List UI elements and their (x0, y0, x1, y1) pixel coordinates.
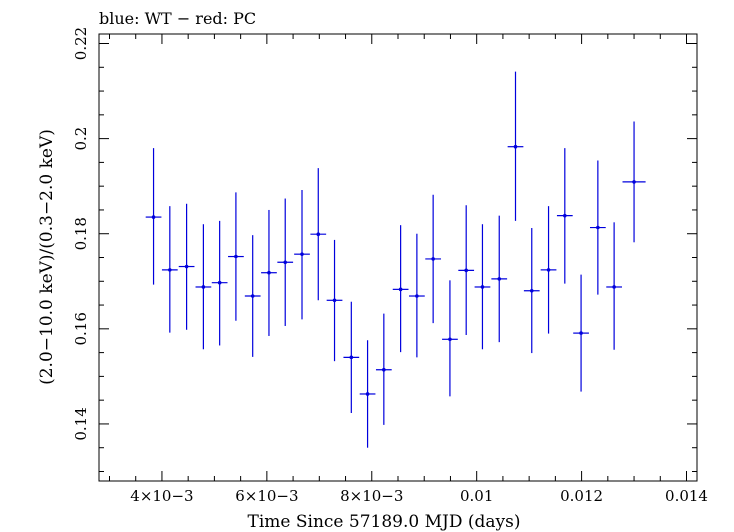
data-point (343, 301, 360, 413)
data-point (161, 206, 178, 333)
point-marker (349, 355, 354, 360)
data-point (326, 239, 343, 362)
point-marker (151, 215, 156, 219)
point-marker (464, 268, 468, 273)
point-marker (234, 254, 238, 259)
data-point (244, 235, 261, 357)
x-axis-label: Time Since 57189.0 MJD (days) (248, 512, 521, 532)
y-tick-label: 0.16 (72, 312, 90, 345)
axis-ticks (99, 34, 697, 481)
data-point (425, 194, 442, 324)
x-tick-label: 0.01 (460, 487, 493, 505)
y-tick-label: 0.22 (72, 27, 90, 60)
point-marker (563, 213, 567, 218)
point-marker (579, 331, 583, 335)
data-point (442, 280, 458, 397)
data-point (458, 205, 475, 336)
y-tick-label: 0.14 (72, 407, 90, 440)
point-marker (612, 285, 616, 289)
point-marker (300, 252, 304, 256)
data-point (359, 340, 376, 448)
point-marker (201, 285, 206, 289)
data-point (277, 198, 294, 326)
point-marker (513, 144, 518, 149)
data-point (507, 71, 524, 221)
point-marker (316, 232, 321, 236)
point-marker (398, 287, 403, 292)
point-marker (448, 337, 452, 342)
data-points (145, 71, 646, 448)
data-point (622, 121, 646, 243)
data-point (195, 224, 212, 350)
data-point (294, 189, 310, 320)
point-marker (382, 367, 386, 372)
point-marker (365, 392, 370, 396)
data-point (375, 313, 392, 425)
data-point (573, 274, 589, 392)
data-point (474, 224, 491, 350)
x-tick-label: 8×10−3 (340, 487, 403, 505)
y-axis-label: (2.0−10.0 keV)/(0.3−2.0 keV) (37, 129, 57, 385)
y-tick-labels: 0.14 0.16 0.18 0.2 0.22 (72, 27, 90, 441)
data-point (556, 148, 573, 284)
x-tick-label: 4×10−3 (130, 487, 193, 505)
data-point (540, 206, 557, 334)
point-marker (529, 288, 534, 293)
point-marker (332, 298, 337, 303)
point-marker (632, 180, 636, 184)
y-tick-label: 0.2 (72, 127, 90, 151)
x-tick-label: 0.014 (665, 487, 708, 505)
data-point (606, 222, 622, 350)
data-point (178, 203, 195, 330)
data-point (523, 228, 540, 354)
point-marker (546, 268, 551, 272)
data-point (261, 209, 277, 336)
data-point (228, 192, 244, 321)
point-marker (184, 264, 189, 269)
point-marker (415, 294, 419, 298)
y-tick-label: 0.18 (72, 217, 90, 250)
x-tick-labels: 4×10−3 6×10−3 8×10−3 0.01 0.012 0.014 (130, 487, 708, 505)
point-marker (250, 294, 255, 298)
point-marker (431, 257, 435, 261)
plot-frame (98, 33, 698, 482)
data-point (211, 220, 228, 346)
chart-title: blue: WT − red: PC (99, 9, 256, 28)
data-point (145, 148, 162, 285)
point-marker (267, 270, 271, 275)
data-point (491, 215, 508, 343)
point-marker (497, 277, 502, 281)
point-marker (283, 260, 288, 265)
x-tick-label: 6×10−3 (235, 487, 298, 505)
data-point (310, 168, 327, 301)
point-marker (596, 225, 600, 230)
point-marker (480, 285, 485, 289)
data-point (589, 160, 606, 295)
data-point (392, 225, 409, 353)
point-marker (168, 268, 172, 272)
point-marker (217, 280, 222, 285)
data-point (409, 233, 425, 358)
x-tick-label: 0.012 (560, 487, 603, 505)
